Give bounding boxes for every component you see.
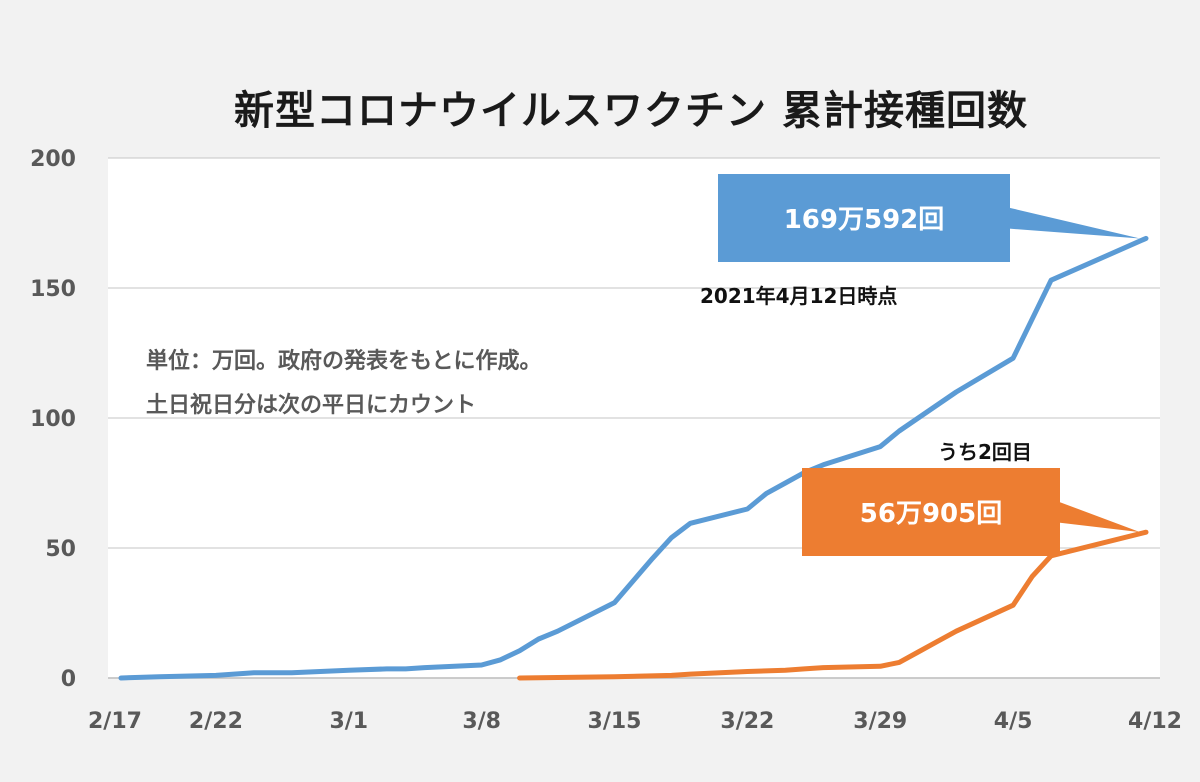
x-tick-label: 3/15 <box>588 709 642 734</box>
y-tick-label: 150 <box>30 277 76 302</box>
unit-note: 単位：万回。政府の発表をもとに作成。 土日祝日分は次の平日にカウント <box>146 340 542 428</box>
x-tick-label: 3/8 <box>462 709 501 734</box>
total-doses-line <box>118 235 1149 681</box>
y-tick-label: 200 <box>30 147 76 172</box>
x-tick-label: 3/1 <box>329 709 368 734</box>
x-tick-label: 4/12 <box>1128 709 1182 734</box>
series-lines <box>118 235 1149 681</box>
callouts: 169万592回 56万905回 <box>718 174 1140 556</box>
second-doses-line <box>517 529 1149 681</box>
x-tick-label: 3/22 <box>720 709 774 734</box>
total-callout-label: 169万592回 <box>784 205 945 235</box>
total-callout-pointer <box>1008 207 1140 239</box>
second-callout-pointer <box>1058 501 1140 533</box>
unit-note-line2: 土日祝日分は次の平日にカウント <box>146 393 477 418</box>
total-callout-box <box>718 174 1010 262</box>
x-tick-label: 2/17 <box>88 709 142 734</box>
second-callout-box <box>802 468 1060 556</box>
x-tick-label: 2/22 <box>189 709 243 734</box>
second-callout-label: 56万905回 <box>860 499 1002 529</box>
y-tick-label: 0 <box>61 667 76 692</box>
second-dose-caption: うち2回目 <box>938 440 1032 464</box>
x-axis-labels: 2/17 2/22 3/1 3/8 3/15 3/22 3/29 4/5 4/12 <box>88 709 1182 734</box>
chart-title: 新型コロナウイルスワクチン 累計接種回数 <box>234 88 1028 134</box>
unit-note-line1: 単位：万回。政府の発表をもとに作成。 <box>146 349 542 374</box>
y-axis-labels: 0 50 100 150 200 <box>30 147 76 692</box>
y-tick-label: 50 <box>45 537 76 562</box>
as-of-date: 2021年4月12日時点 <box>700 284 898 308</box>
x-tick-label: 4/5 <box>994 709 1033 734</box>
y-tick-label: 100 <box>30 407 76 432</box>
x-tick-label: 3/29 <box>853 709 907 734</box>
